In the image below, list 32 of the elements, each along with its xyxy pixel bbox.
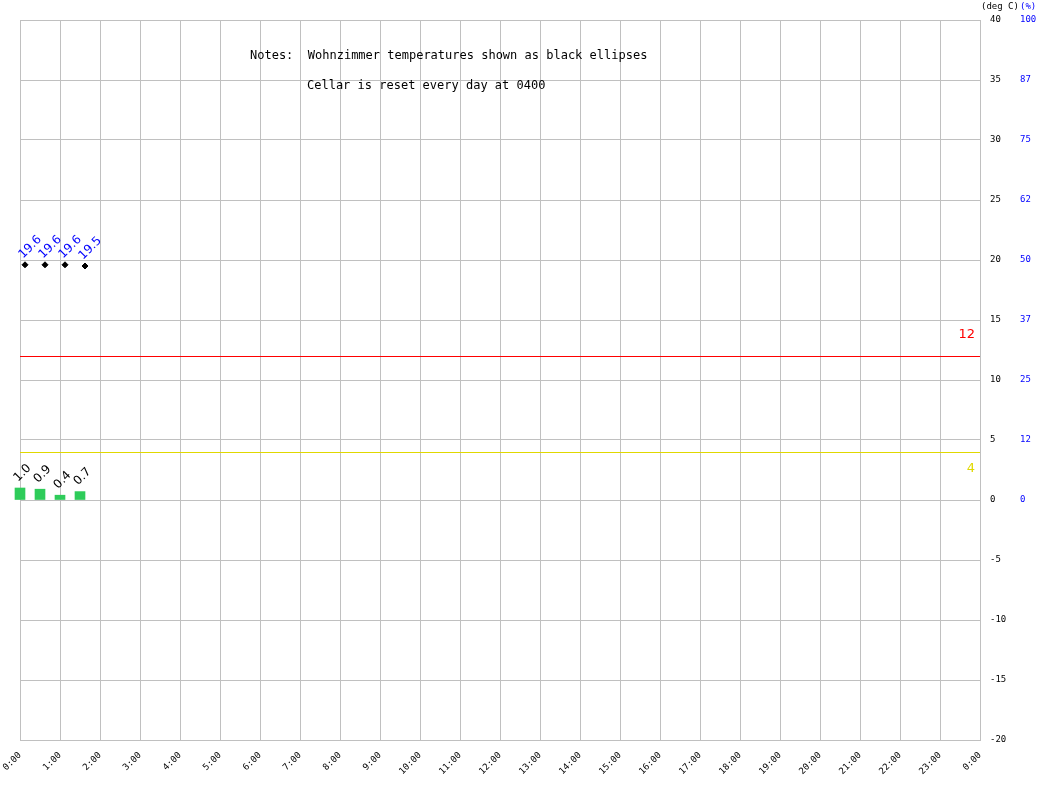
y2-tick-label: 62 [1020, 194, 1031, 205]
y2-tick-label: 25 [1020, 374, 1031, 385]
bar [74, 491, 86, 500]
y2-tick-label: 75 [1020, 134, 1031, 145]
y-tick-label: 40 [990, 14, 1001, 25]
y-tick-label: 25 [990, 194, 1001, 205]
y-tick-label: 5 [990, 434, 996, 445]
y-tick-label: -15 [990, 674, 1007, 685]
y-tick-label: -20 [990, 734, 1007, 745]
y2-tick-label: 87 [1020, 74, 1031, 85]
y2-tick-label: 0 [1020, 494, 1026, 505]
y2-tick-label: 37 [1020, 314, 1031, 325]
annotation: Cellar is reset every day at 0400 [307, 78, 546, 93]
annotation: Notes: Wohnzimmer temperatures shown as black ellipses [250, 48, 648, 63]
ref-line-label: 4 [966, 459, 975, 475]
y-tick-label: -5 [990, 554, 1001, 565]
bar [14, 487, 26, 500]
y-tick-label: 30 [990, 134, 1001, 145]
y2-tick-label: 50 [1020, 254, 1031, 265]
y-tick-label: 20 [990, 254, 1001, 265]
bar [34, 488, 46, 500]
y-tick-label: 15 [990, 314, 1001, 325]
y-tick-label: -10 [990, 614, 1007, 625]
y-tick-label: 0 [990, 494, 996, 505]
ref-line-label: 12 [958, 325, 975, 341]
y2-axis-title: (%) [1020, 1, 1037, 12]
bar [54, 494, 66, 500]
y-tick-label: 10 [990, 374, 1001, 385]
y-axis-title: (deg C) [981, 1, 1019, 12]
y2-tick-label: 100 [1020, 14, 1037, 25]
y2-tick-label: 12 [1020, 434, 1031, 445]
y-tick-label: 35 [990, 74, 1001, 85]
